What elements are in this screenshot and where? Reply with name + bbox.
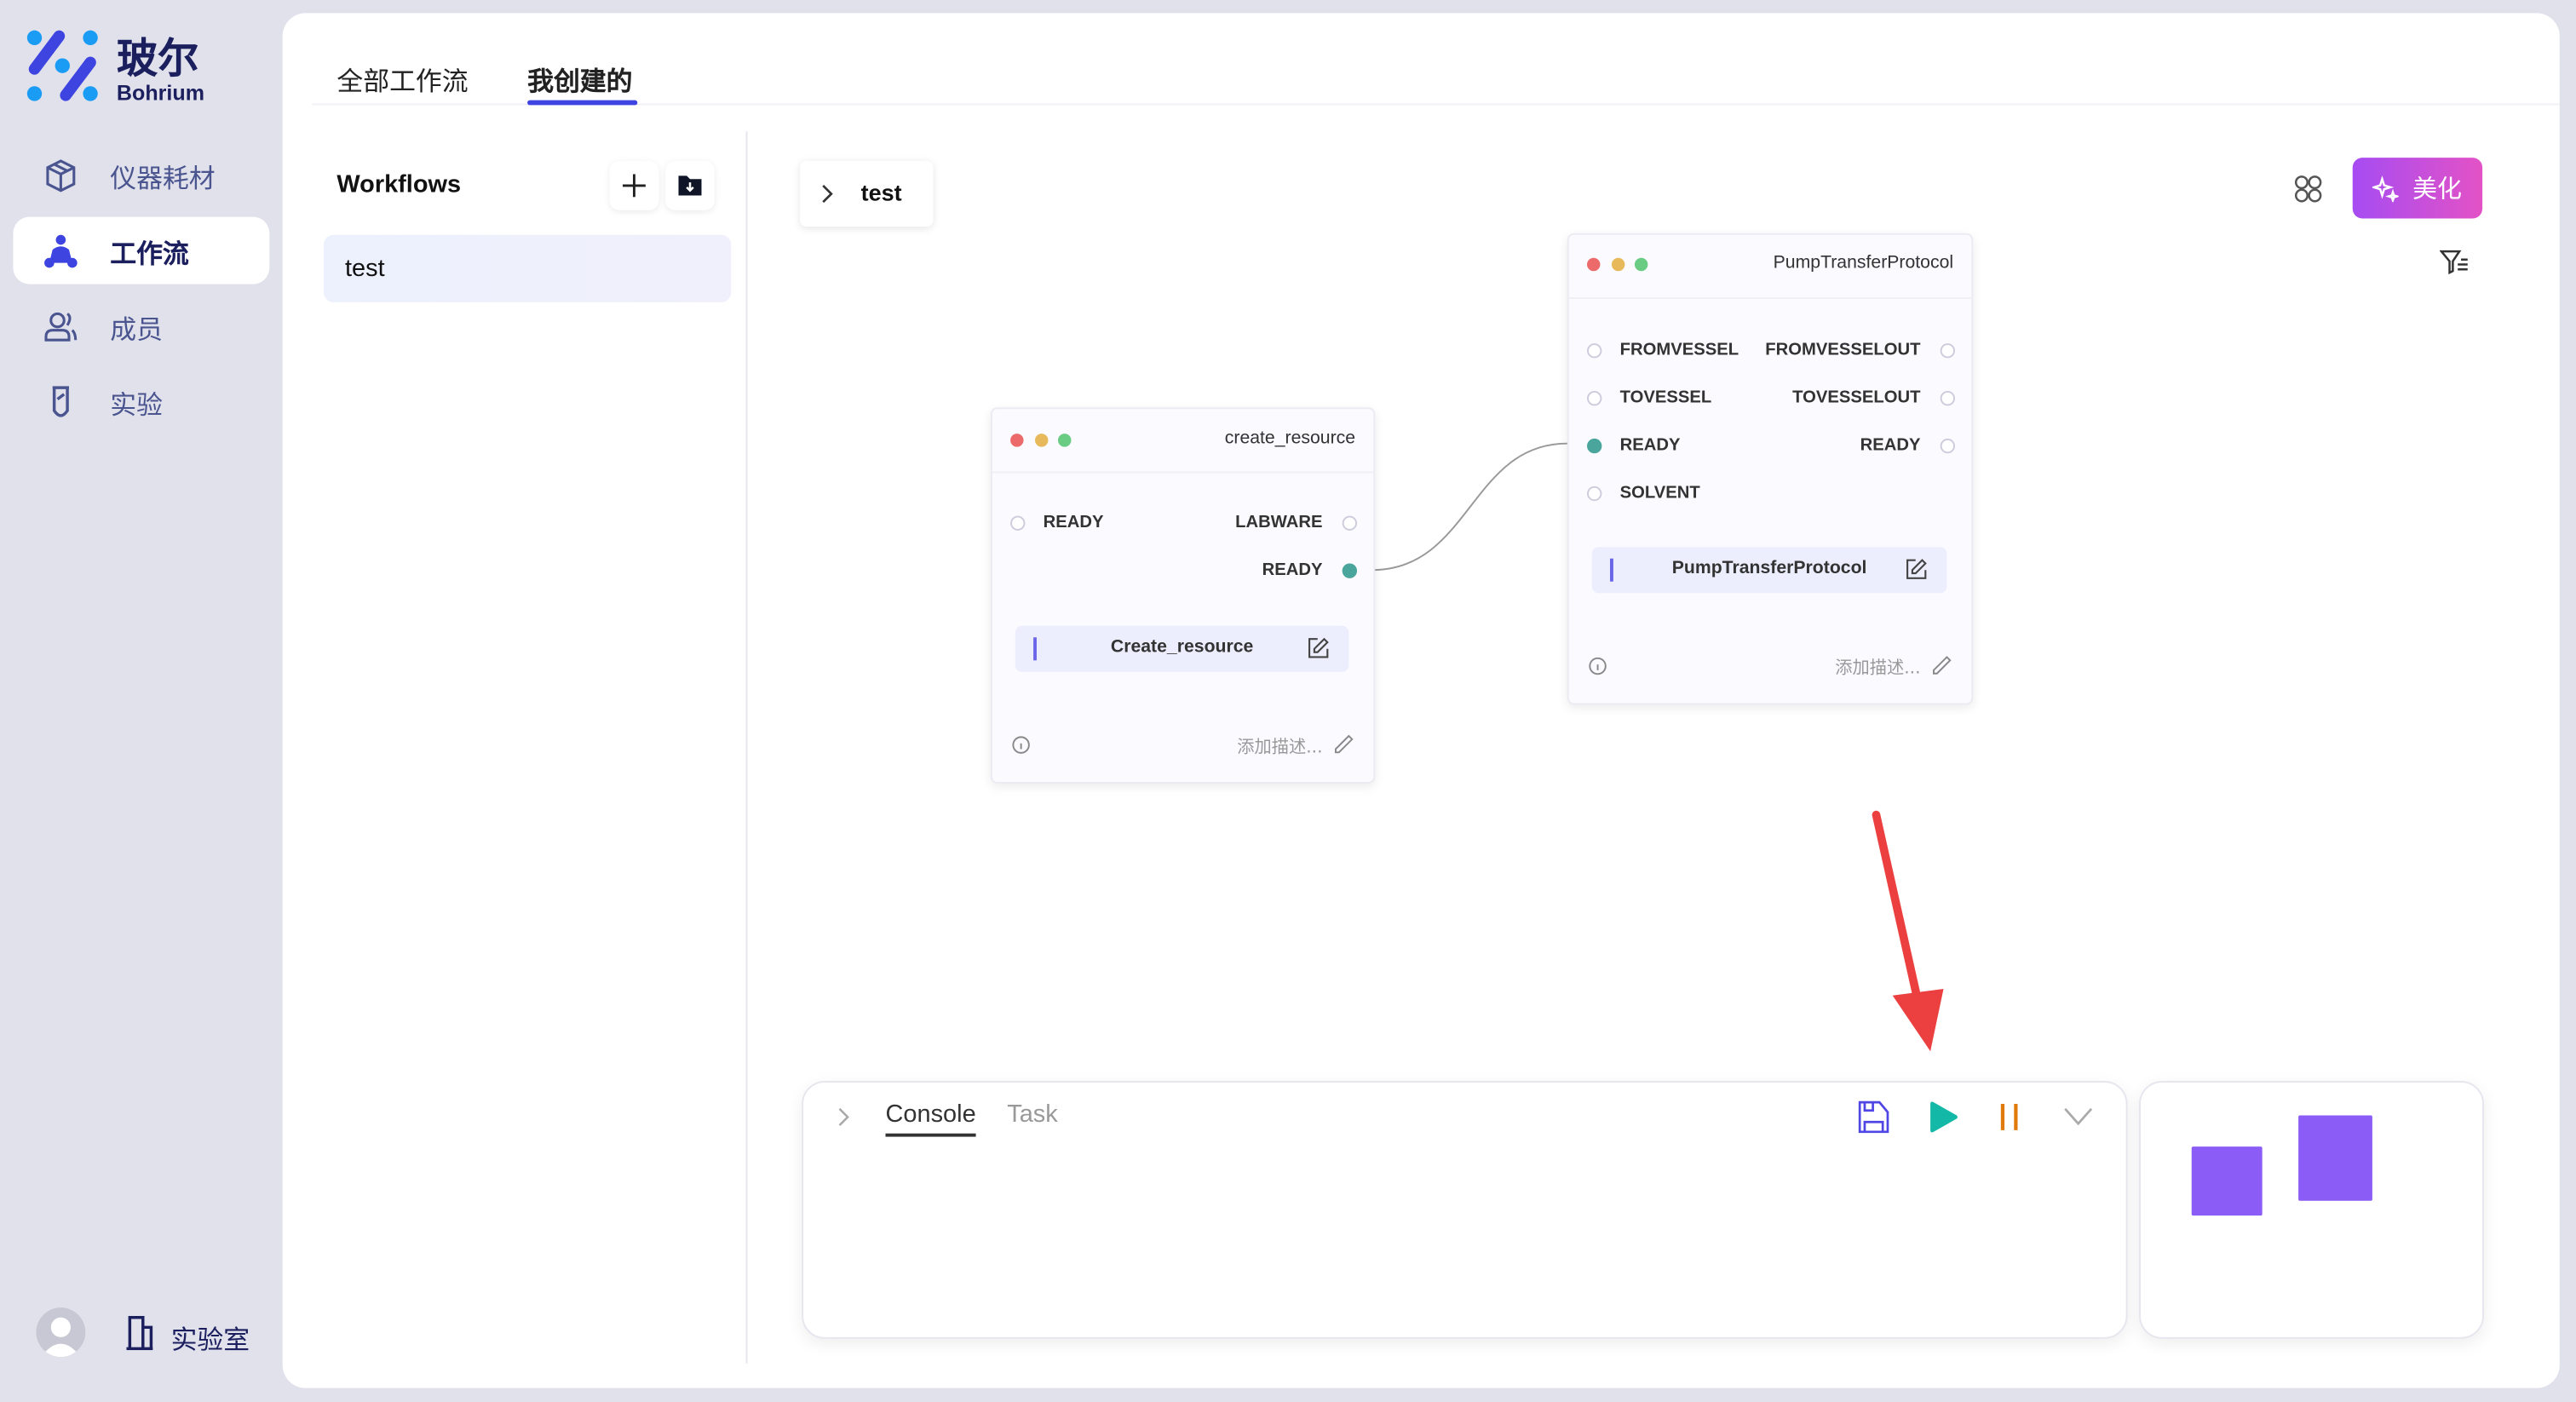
input-port-fromvessel[interactable] xyxy=(1587,343,1602,359)
tab-underline xyxy=(527,100,638,106)
function-bar xyxy=(1610,558,1613,582)
pencil-icon[interactable] xyxy=(1334,734,1354,754)
beautify-button[interactable]: 美化 xyxy=(2352,158,2483,219)
output-label: FROMVESSELOUT xyxy=(1765,340,1921,360)
function-box[interactable]: Create_resource xyxy=(1015,625,1349,672)
minimize-dot-icon[interactable] xyxy=(1611,257,1625,272)
tab-console[interactable]: Console xyxy=(885,1100,976,1137)
function-name: Create_resource xyxy=(1110,637,1254,658)
node-header[interactable]: create_resource xyxy=(992,409,1374,474)
import-workflow-button[interactable] xyxy=(665,161,715,210)
output-port-ready[interactable] xyxy=(1342,563,1358,578)
sidebar-item-label: 仪器耗材 xyxy=(110,161,216,193)
info-icon[interactable] xyxy=(1589,657,1607,675)
output-label: READY xyxy=(1860,435,1921,456)
output-label: LABWARE xyxy=(1235,512,1323,532)
minimap[interactable] xyxy=(2139,1081,2485,1339)
pencil-icon[interactable] xyxy=(1932,656,1952,675)
lab-switcher[interactable]: 实验室 xyxy=(170,1324,250,1356)
output-port-ready[interactable] xyxy=(1940,438,1956,454)
edit-icon[interactable] xyxy=(1308,637,1329,658)
pause-icon[interactable] xyxy=(1999,1102,2019,1132)
node-pump-transfer-protocol[interactable]: PumpTransferProtocol FROMVESSEL FROMVESS… xyxy=(1567,233,1974,705)
input-port-ready[interactable] xyxy=(1010,515,1026,531)
tab-my-workflows[interactable]: 我创建的 xyxy=(527,66,633,97)
output-label: READY xyxy=(1262,560,1323,580)
plus-icon xyxy=(622,174,646,198)
input-port-solvent[interactable] xyxy=(1587,486,1602,502)
workflows-title: Workflows xyxy=(336,170,462,199)
tabs-divider xyxy=(312,103,2560,106)
beautify-label: 美化 xyxy=(2412,174,2463,204)
input-port-tovessel[interactable] xyxy=(1587,391,1602,406)
breadcrumb-current: test xyxy=(860,179,902,206)
collapse-chevron-icon[interactable] xyxy=(2063,1107,2093,1126)
expand-chevron-icon[interactable] xyxy=(838,1107,851,1127)
run-icon[interactable] xyxy=(1929,1100,1958,1134)
tab-task[interactable]: Task xyxy=(1007,1100,1058,1129)
description-placeholder[interactable]: 添加描述... xyxy=(1835,658,1921,679)
input-port-ready[interactable] xyxy=(1587,438,1602,454)
minimap-node xyxy=(2298,1115,2372,1201)
minimize-dot-icon[interactable] xyxy=(1035,434,1049,447)
sidebar-item-members[interactable]: 成员 xyxy=(13,292,269,359)
output-port-labware[interactable] xyxy=(1342,515,1358,531)
workflow-list-item[interactable]: test xyxy=(323,234,732,302)
sidebar-item-workflow[interactable]: 工作流 xyxy=(13,216,270,284)
workflow-name: test xyxy=(345,254,385,283)
bohrium-logo-icon xyxy=(26,30,98,101)
input-label: FROMVESSEL xyxy=(1619,340,1739,360)
close-dot-icon[interactable] xyxy=(1010,434,1024,447)
brand-subname: Bohrium xyxy=(116,80,205,106)
info-icon[interactable] xyxy=(1012,736,1030,754)
input-label: READY xyxy=(1619,435,1681,456)
sidebar-item-label: 工作流 xyxy=(110,237,189,269)
node-title: PumpTransferProtocol xyxy=(1773,253,1954,273)
maximize-dot-icon[interactable] xyxy=(1058,434,1072,447)
test-tube-icon xyxy=(43,383,78,419)
function-box[interactable]: PumpTransferProtocol xyxy=(1591,547,1947,594)
folder-download-icon xyxy=(678,175,702,196)
output-label: TOVESSELOUT xyxy=(1792,388,1921,408)
minimap-node xyxy=(2191,1146,2263,1216)
input-label: READY xyxy=(1043,512,1104,532)
sidebar-item-label: 实验 xyxy=(110,388,163,420)
node-title: create_resource xyxy=(1224,428,1356,449)
save-icon[interactable] xyxy=(1858,1100,1889,1134)
annotation-arrow xyxy=(1872,810,1944,1052)
node-header[interactable]: PumpTransferProtocol xyxy=(1568,235,1972,300)
console-panel: Console Task xyxy=(802,1081,2128,1339)
chevron-right-icon xyxy=(822,184,833,204)
brand-name: 玻尔 xyxy=(116,34,199,83)
members-icon xyxy=(43,308,78,344)
add-workflow-button[interactable] xyxy=(609,161,659,210)
sidebar-item-label: 成员 xyxy=(110,313,163,345)
edit-icon[interactable] xyxy=(1906,559,1927,580)
sidebar-item-experiments[interactable]: 实验 xyxy=(13,368,269,435)
output-port-fromvesselout[interactable] xyxy=(1940,343,1956,359)
description-placeholder[interactable]: 添加描述... xyxy=(1237,737,1323,758)
maximize-dot-icon[interactable] xyxy=(1634,257,1648,272)
tab-all-workflows[interactable]: 全部工作流 xyxy=(336,66,469,97)
sidebar-item-instruments[interactable]: 仪器耗材 xyxy=(13,141,269,209)
layout-grid-icon[interactable] xyxy=(2293,174,2323,204)
sparkle-icon xyxy=(2372,175,2400,202)
output-port-tovesselout[interactable] xyxy=(1940,391,1956,406)
building-icon xyxy=(126,1316,153,1351)
workflow-icon xyxy=(43,233,78,268)
cube-icon xyxy=(43,157,78,192)
filter-icon[interactable] xyxy=(2439,250,2470,276)
input-label: SOLVENT xyxy=(1619,483,1700,503)
breadcrumb[interactable]: test xyxy=(800,161,934,227)
panel-divider xyxy=(745,131,748,1364)
function-bar xyxy=(1033,637,1037,661)
function-name: PumpTransferProtocol xyxy=(1671,558,1867,578)
node-create-resource[interactable]: create_resource READY LABWARE READY Crea… xyxy=(990,407,1376,784)
input-label: TOVESSEL xyxy=(1619,388,1712,408)
user-avatar[interactable] xyxy=(36,1307,86,1358)
close-dot-icon[interactable] xyxy=(1587,257,1601,272)
edge-ready-to-ready[interactable] xyxy=(1371,442,1567,572)
